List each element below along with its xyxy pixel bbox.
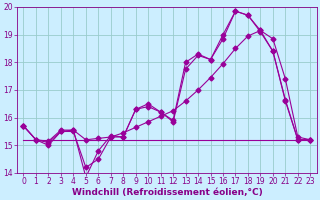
X-axis label: Windchill (Refroidissement éolien,°C): Windchill (Refroidissement éolien,°C) [72, 188, 262, 197]
